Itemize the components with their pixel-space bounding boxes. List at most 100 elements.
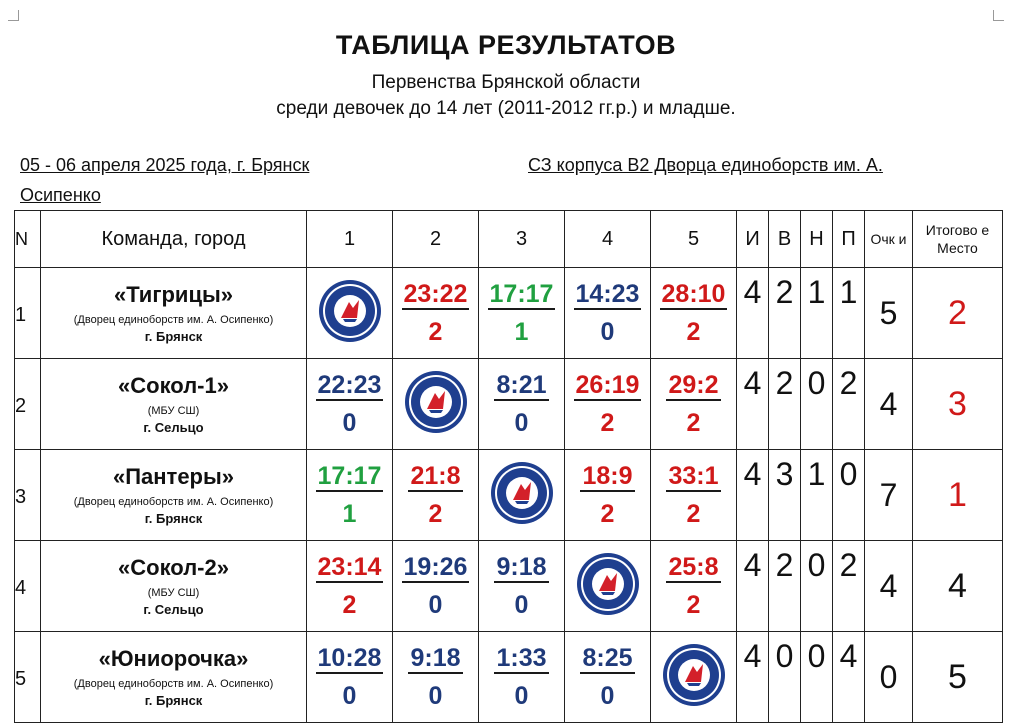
wins-value: 0 bbox=[768, 631, 801, 723]
team-name: «Тигрицы» bbox=[113, 282, 234, 307]
match-points: 2 bbox=[428, 499, 443, 528]
match-points: 2 bbox=[428, 317, 443, 346]
row-number: 4 bbox=[14, 540, 41, 632]
match-score: 23:22 bbox=[401, 279, 470, 310]
team-city: г. Брянск bbox=[144, 329, 203, 344]
games-value: 4 bbox=[736, 540, 769, 632]
losses-value: 2 bbox=[832, 540, 865, 632]
team-name: «Сокол-2» bbox=[118, 555, 229, 580]
palace-emblem-icon bbox=[489, 460, 555, 531]
losses-value: 2 bbox=[832, 358, 865, 450]
match-score: 14:23 bbox=[573, 279, 642, 310]
match-points: 0 bbox=[514, 408, 529, 437]
match-points: 2 bbox=[686, 499, 701, 528]
games-value: 4 bbox=[736, 358, 769, 450]
team-organization: (Дворец единоборств им. А. Осипенко) bbox=[73, 496, 274, 508]
match-points: 2 bbox=[686, 590, 701, 619]
match-points: 0 bbox=[342, 681, 357, 710]
match-points: 2 bbox=[342, 590, 357, 619]
match-cell: 8:21 0 bbox=[478, 358, 565, 450]
match-points: 2 bbox=[600, 499, 615, 528]
match-score: 22:23 bbox=[315, 370, 384, 401]
match-cell: 18:9 2 bbox=[564, 449, 651, 541]
venue-continued: Осипенко bbox=[20, 185, 101, 205]
match-cell: 17:17 1 bbox=[306, 449, 393, 541]
points-value: 4 bbox=[864, 540, 913, 632]
losses-value: 4 bbox=[832, 631, 865, 723]
match-score: 23:14 bbox=[315, 552, 384, 583]
match-score: 9:18 bbox=[408, 643, 463, 674]
match-score: 33:1 bbox=[666, 461, 721, 492]
col-n: N bbox=[14, 210, 41, 268]
logo-cell bbox=[478, 449, 565, 541]
col-2: 2 bbox=[392, 210, 479, 268]
col-draws: Н bbox=[800, 210, 833, 268]
team-organization: (Дворец единоборств им. А. Осипенко) bbox=[73, 678, 274, 690]
table-header-row: N Команда, город 1 2 3 4 5 И В Н П Очк и… bbox=[14, 210, 1003, 268]
match-score: 8:25 bbox=[580, 643, 635, 674]
wins-value: 2 bbox=[768, 267, 801, 359]
date-place: 05 - 06 апреля 2025 года, г. Брянск bbox=[20, 155, 310, 175]
col-points: Очк и bbox=[864, 210, 913, 268]
match-cell: 10:28 0 bbox=[306, 631, 393, 723]
points-value: 5 bbox=[864, 267, 913, 359]
match-score: 1:33 bbox=[494, 643, 549, 674]
match-cell: 1:33 0 bbox=[478, 631, 565, 723]
col-games: И bbox=[736, 210, 769, 268]
match-points: 0 bbox=[428, 590, 443, 619]
match-cell: 21:8 2 bbox=[392, 449, 479, 541]
col-5: 5 bbox=[650, 210, 737, 268]
losses-value: 0 bbox=[832, 449, 865, 541]
match-points: 2 bbox=[600, 408, 615, 437]
palace-emblem-icon bbox=[403, 369, 469, 440]
row-number: 3 bbox=[14, 449, 41, 541]
match-cell: 9:18 0 bbox=[478, 540, 565, 632]
match-cell: 23:22 2 bbox=[392, 267, 479, 359]
team-cell: «Юниорочка» (Дворец единоборств им. А. Ос… bbox=[40, 631, 307, 723]
match-score: 10:28 bbox=[315, 643, 384, 674]
table-row: 1 «Тигрицы» (Дворец единоборств им. А. Оси… bbox=[14, 267, 1003, 359]
team-city: г. Брянск bbox=[144, 693, 203, 708]
palace-emblem-icon bbox=[575, 551, 641, 622]
palace-emblem-icon bbox=[317, 278, 383, 349]
team-city: г. Сельцо bbox=[143, 420, 204, 435]
logo-cell bbox=[650, 631, 737, 723]
subtitle-category: среди девочек до 14 лет (2011-2012 гг.р.… bbox=[276, 98, 736, 119]
match-cell: 33:1 2 bbox=[650, 449, 737, 541]
place-value: 2 bbox=[912, 267, 1003, 359]
palace-emblem-icon bbox=[661, 642, 727, 713]
table-row: 5 «Юниорочка» (Дворец единоборств им. А. О… bbox=[14, 631, 1003, 723]
draws-value: 0 bbox=[800, 358, 833, 450]
table-row: 3 «Пантеры» (Дворец единоборств им. А. Оси… bbox=[14, 449, 1003, 541]
match-cell: 28:10 2 bbox=[650, 267, 737, 359]
points-value: 4 bbox=[864, 358, 913, 450]
games-value: 4 bbox=[736, 267, 769, 359]
match-score: 19:26 bbox=[401, 552, 470, 583]
team-organization: (МБУ СШ) bbox=[147, 405, 200, 417]
losses-value: 1 bbox=[832, 267, 865, 359]
match-cell: 25:8 2 bbox=[650, 540, 737, 632]
col-losses: П bbox=[832, 210, 865, 268]
team-city: г. Сельцо bbox=[143, 602, 204, 617]
team-cell: «Сокол-1» (МБУ СШ) г. Сельцо bbox=[40, 358, 307, 450]
match-score: 29:2 bbox=[666, 370, 721, 401]
team-cell: «Тигрицы» (Дворец единоборств им. А. Осип… bbox=[40, 267, 307, 359]
place-value: 4 bbox=[912, 540, 1003, 632]
draws-value: 0 bbox=[800, 540, 833, 632]
team-organization: (Дворец единоборств им. А. Осипенко) bbox=[73, 314, 274, 326]
match-score: 26:19 bbox=[573, 370, 642, 401]
draws-value: 0 bbox=[800, 631, 833, 723]
match-cell: 22:23 0 bbox=[306, 358, 393, 450]
col-place: Итогово е Место bbox=[912, 210, 1003, 268]
match-score: 21:8 bbox=[408, 461, 463, 492]
row-number: 1 bbox=[14, 267, 41, 359]
team-name: «Сокол-1» bbox=[118, 373, 229, 398]
team-organization: (МБУ СШ) bbox=[147, 587, 200, 599]
col-wins: В bbox=[768, 210, 801, 268]
team-cell: «Сокол-2» (МБУ СШ) г. Сельцо bbox=[40, 540, 307, 632]
match-score: 17:17 bbox=[487, 279, 556, 310]
match-cell: 9:18 0 bbox=[392, 631, 479, 723]
place-value: 1 bbox=[912, 449, 1003, 541]
place-value: 3 bbox=[912, 358, 1003, 450]
match-cell: 29:2 2 bbox=[650, 358, 737, 450]
